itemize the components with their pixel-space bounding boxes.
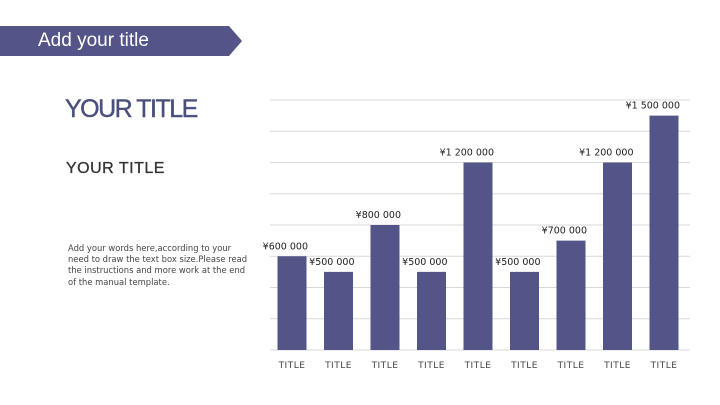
header-title: Add your title bbox=[38, 30, 149, 51]
header-banner-shape bbox=[0, 26, 242, 56]
x-tick-label-2: TITLE bbox=[324, 361, 352, 371]
value-label-9: ¥1 500 000 bbox=[626, 101, 680, 112]
tick-layer: TITLE TITLE TITLE TITLE TITLE TITLE TITLE TITLE… bbox=[278, 361, 678, 371]
x-tick-label-9: TITLE bbox=[650, 361, 678, 371]
section-subtitle: YOUR TITLE bbox=[66, 160, 165, 177]
bar-3 bbox=[370, 225, 400, 350]
value-label-8: ¥1 200 000 bbox=[579, 148, 633, 159]
x-tick-label-6: TITLE bbox=[510, 361, 538, 371]
page-title: YOUR TITLE bbox=[65, 95, 199, 123]
x-tick-label-4: TITLE bbox=[417, 361, 445, 371]
value-label-7: ¥700 000 bbox=[542, 226, 587, 237]
value-label-1: ¥600 000 bbox=[263, 241, 308, 252]
x-tick-label-1: TITLE bbox=[278, 361, 306, 371]
bar-layer bbox=[277, 115, 679, 350]
bar-2 bbox=[324, 271, 353, 350]
x-tick-label-3: TITLE bbox=[371, 361, 399, 371]
bar-7 bbox=[556, 240, 586, 350]
body-text: Add your words here,according to your ne… bbox=[68, 243, 248, 287]
bar-8 bbox=[603, 162, 632, 350]
x-tick-label-7: TITLE bbox=[557, 361, 585, 371]
bar-9 bbox=[649, 115, 679, 350]
bar-4 bbox=[417, 271, 446, 350]
x-tick-label-5: TITLE bbox=[464, 361, 492, 371]
value-label-3: ¥800 000 bbox=[356, 210, 401, 221]
header-banner: Add your title bbox=[0, 26, 242, 56]
bar-1 bbox=[277, 256, 307, 350]
bar-6 bbox=[510, 271, 539, 350]
value-label-5: ¥1 200 000 bbox=[440, 148, 494, 159]
value-label-6: ¥500 000 bbox=[495, 257, 540, 268]
label-layer: ¥600 000¥500 000¥800 000¥500 000¥1 200 0… bbox=[263, 101, 680, 268]
value-label-2: ¥500 000 bbox=[309, 257, 354, 268]
bar-5 bbox=[463, 162, 493, 350]
value-label-4: ¥500 000 bbox=[402, 257, 447, 268]
x-tick-label-8: TITLE bbox=[603, 361, 631, 371]
